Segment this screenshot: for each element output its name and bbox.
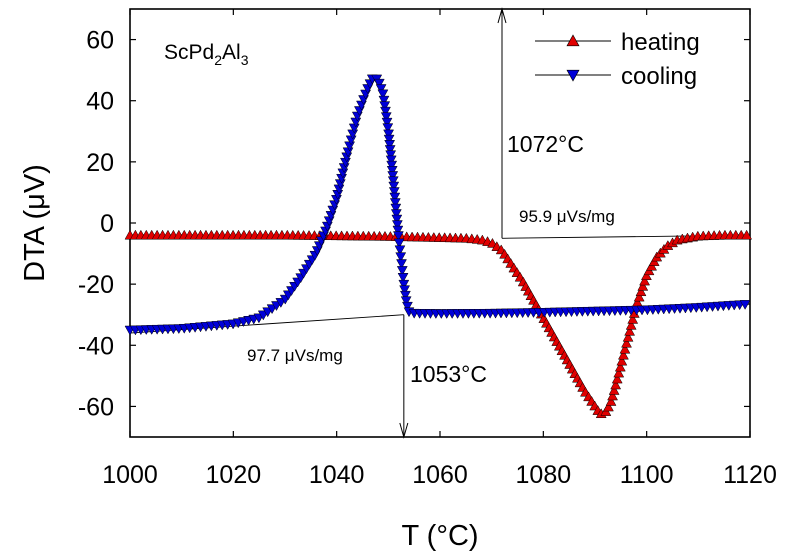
marker-cooling (399, 285, 411, 296)
marker-cooling (389, 198, 401, 209)
annotation-1053: 1053°C (410, 361, 487, 387)
marker-cooling (384, 145, 396, 155)
marker-heating (616, 355, 628, 366)
x-tick-label: 1080 (516, 461, 572, 489)
marker-cooling (396, 266, 408, 276)
y-tick-label: 40 (86, 88, 114, 116)
marker-heating (605, 396, 617, 406)
marker-cooling (397, 273, 409, 283)
marker-cooling (380, 106, 391, 117)
marker-cooling (390, 203, 402, 214)
sample-sub1: 2 (214, 52, 222, 68)
marker-cooling (380, 112, 392, 123)
marker-heating (607, 390, 618, 401)
y-tick-label: 0 (100, 210, 114, 238)
marker-cooling (402, 301, 413, 312)
marker-cooling (386, 160, 398, 171)
marker-cooling (385, 155, 397, 166)
marker-heating (627, 313, 639, 324)
marker-heating (619, 343, 631, 354)
marker-heating (633, 291, 645, 302)
annotation-area-cooling: 97.7 μVs/mg (247, 346, 343, 365)
marker-heating (625, 319, 637, 330)
marker-cooling (394, 245, 406, 256)
y-tick-label: -20 (78, 271, 114, 299)
marker-cooling (392, 225, 404, 236)
y-tick-label: 60 (86, 27, 114, 55)
x-tick-label: 1100 (620, 461, 674, 489)
marker-cooling (388, 187, 400, 198)
axis-ticks: 1000 1020 1040 1060 1080 1100 1120 60 40 20 0 -20 -4… (78, 9, 777, 489)
series-group (124, 74, 753, 419)
sample-sub2: 3 (241, 52, 249, 68)
marker-heating (610, 379, 622, 390)
marker-heating (621, 337, 632, 348)
marker-cooling (395, 252, 407, 263)
legend: heating cooling (535, 29, 700, 90)
series-line-cooling (129, 77, 751, 331)
marker-heating (608, 385, 620, 395)
x-tick-label: 1000 (102, 461, 158, 489)
marker-cooling (386, 166, 398, 176)
marker-cooling (400, 296, 412, 307)
marker-heating (635, 286, 647, 297)
sample-label: ScPd2Al3 (164, 41, 249, 68)
marker-heating (611, 373, 623, 384)
marker-cooling (383, 129, 395, 140)
annotation-1072: 1072°C (507, 131, 584, 157)
marker-heating (637, 280, 649, 291)
legend-label-cooling: cooling (621, 63, 697, 90)
arrow-1072-head (497, 7, 507, 24)
marker-cooling (375, 84, 387, 95)
marker-cooling (390, 209, 402, 220)
marker-cooling (379, 101, 391, 112)
marker-cooling (393, 238, 405, 249)
y-axis-title: DTA (μV) (19, 164, 51, 282)
marker-heating (617, 349, 629, 360)
marker-cooling (387, 176, 399, 187)
marker-cooling (396, 259, 407, 270)
marker-heating (639, 275, 651, 286)
arrow-1053-head (399, 422, 409, 439)
marker-cooling (388, 181, 400, 192)
marker-cooling (391, 220, 403, 231)
y-tick-label: -60 (78, 393, 114, 421)
marker-cooling (399, 290, 411, 301)
x-tick-label: 1060 (412, 461, 468, 489)
x-tick-label: 1040 (309, 461, 365, 489)
baseline-cooling (129, 314, 404, 334)
x-axis-title: T (°C) (401, 520, 478, 552)
legend-marker-heating (566, 34, 580, 47)
marker-cooling (378, 95, 390, 106)
marker-heating (640, 270, 652, 280)
annotation-area-heating: 95.9 μVs/mg (519, 207, 615, 226)
x-tick-label: 1120 (723, 461, 777, 489)
marker-cooling (381, 117, 393, 128)
legend-label-heating: heating (621, 29, 700, 56)
marker-cooling (384, 140, 396, 150)
y-tick-label: 20 (86, 149, 114, 177)
marker-heating (603, 401, 614, 412)
marker-heating (741, 229, 753, 240)
marker-cooling (373, 78, 385, 89)
marker-cooling (377, 89, 389, 100)
marker-cooling (398, 279, 410, 290)
marker-heating (622, 331, 634, 342)
x-tick-label: 1020 (206, 461, 262, 489)
marker-cooling (385, 150, 397, 161)
marker-heating (614, 361, 626, 372)
marker-cooling (391, 214, 403, 225)
marker-cooling (382, 123, 394, 134)
marker-cooling (383, 134, 395, 145)
marker-heating (624, 325, 636, 336)
marker-cooling (389, 192, 401, 203)
marker-heating (613, 367, 625, 378)
marker-cooling (392, 231, 404, 242)
y-tick-label: -40 (78, 332, 114, 360)
marker-cooling (387, 171, 399, 181)
legend-marker-cooling (566, 69, 580, 82)
sample-mid: Al (222, 41, 241, 64)
marker-cooling (739, 300, 751, 310)
